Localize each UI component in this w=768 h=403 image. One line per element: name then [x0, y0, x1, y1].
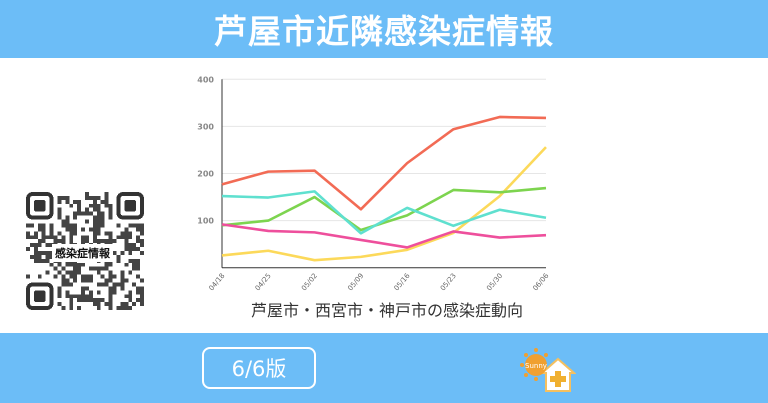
sunny-house-logo-icon: Sunny — [520, 348, 576, 392]
series-line-1 — [221, 146, 547, 262]
series-line-0 — [221, 115, 547, 211]
qr-code[interactable] — [25, 192, 145, 310]
version-badge: 6/6版 — [202, 347, 316, 389]
series-line-4 — [221, 223, 547, 249]
series-line-3 — [221, 190, 547, 235]
x-tick-label: 04/25 — [254, 272, 273, 293]
x-tick-label: 04/18 — [207, 272, 226, 293]
x-tick-label: 05/30 — [485, 272, 504, 293]
chart-title: 芦屋市・西宮市・神戸市の感染症動向 — [250, 301, 523, 320]
footer-bar — [0, 333, 768, 403]
series-line-2 — [221, 186, 547, 232]
y-tick-label: 100 — [197, 217, 214, 226]
page-title: 芦屋市近隣感染症情報 — [214, 12, 554, 51]
line-chart: 100 200 300 400 04/18 04/25 05/02 05/09 05/16 05/… — [197, 75, 551, 293]
header-banner: 芦屋市近隣感染症情報 — [0, 0, 768, 58]
y-tick-label: 400 — [197, 75, 214, 84]
x-tick-label: 05/02 — [300, 272, 319, 293]
x-tick-label: 05/09 — [346, 272, 365, 293]
x-tick-label: 05/23 — [439, 272, 458, 293]
qr-label: 感染症情報 — [52, 244, 113, 262]
y-tick-label: 300 — [197, 122, 214, 131]
x-tick-label: 06/06 — [531, 271, 550, 292]
x-tick-label: 05/16 — [393, 271, 412, 292]
svg-text:Sunny: Sunny — [525, 362, 547, 370]
y-tick-label: 200 — [197, 170, 214, 179]
